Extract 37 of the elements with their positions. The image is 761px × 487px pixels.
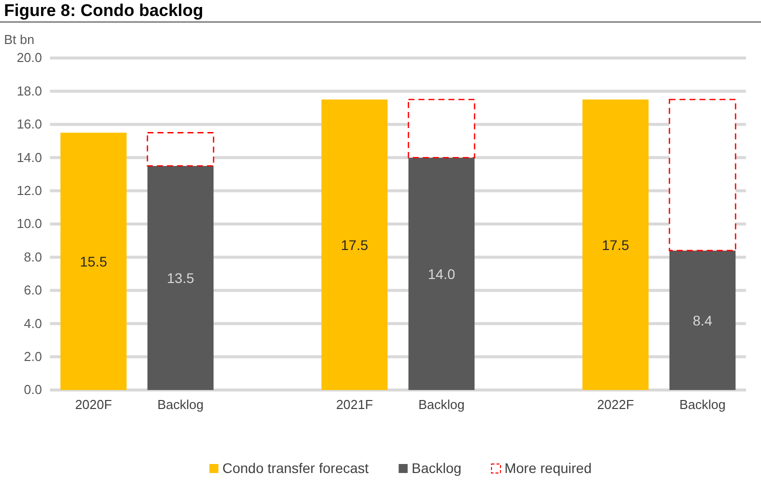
y-tick-label: 20.0 [16, 50, 42, 66]
y-tick-label: 0.0 [24, 382, 42, 398]
x-tick-label: Backlog [418, 397, 465, 412]
chart-title: Figure 8: Condo backlog [4, 1, 204, 20]
data-label: 17.5 [340, 236, 368, 253]
y-tick-label: 18.0 [16, 83, 42, 98]
bar [408, 98, 476, 158]
data-label: 8.4 [692, 312, 712, 328]
y-tick-label: 12.0 [16, 182, 42, 198]
bar [668, 98, 736, 252]
legend-label: More required [504, 460, 592, 476]
legend-label: Condo transfer forecast [222, 460, 369, 476]
bar [147, 166, 214, 390]
y-tick-label: 14.0 [16, 150, 42, 165]
data-label: 15.5 [80, 253, 108, 270]
y-tick-label: 8.0 [24, 249, 42, 264]
x-tick-label: 2022F [597, 397, 634, 412]
y-tick-label: 4.0 [24, 316, 42, 331]
y-tick-label: 10.0 [16, 216, 42, 232]
x-tick-label: Backlog [679, 397, 726, 412]
bar [408, 158, 475, 390]
y-tick-label: 16.0 [16, 116, 42, 132]
x-tick-label: Backlog [157, 397, 204, 412]
legend-label: Backlog [412, 460, 462, 476]
data-label: 13.5 [166, 270, 194, 286]
y-axis-title: Bt bn [4, 32, 34, 47]
y-tick-label: 6.0 [24, 282, 42, 298]
bar [582, 100, 649, 390]
x-tick-label: 2020F [75, 397, 112, 412]
data-label: 17.5 [602, 236, 630, 253]
data-label: 14.0 [428, 266, 456, 282]
y-tick-label: 2.0 [24, 348, 42, 364]
bar [146, 132, 214, 167]
x-tick-label: 2021F [336, 397, 373, 412]
bar [321, 100, 388, 390]
bar [60, 132, 127, 390]
bar [669, 250, 736, 390]
